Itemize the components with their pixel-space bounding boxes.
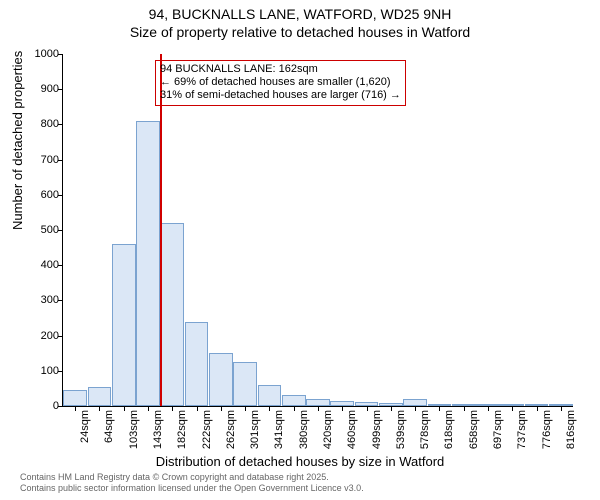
x-tick-mark — [245, 406, 246, 411]
x-tick-mark — [294, 406, 295, 411]
x-tick-label: 341sqm — [273, 410, 285, 449]
y-tick-mark — [58, 300, 63, 301]
footer-line1: Contains HM Land Registry data © Crown c… — [20, 472, 364, 483]
histogram-bar — [88, 387, 112, 406]
y-tick-mark — [58, 371, 63, 372]
y-tick-label: 400 — [29, 259, 59, 271]
x-tick-label: 737sqm — [516, 410, 528, 449]
x-tick-label: 103sqm — [128, 410, 140, 449]
y-tick-mark — [58, 406, 63, 407]
histogram-bar — [209, 353, 233, 406]
y-tick-label: 1000 — [29, 48, 59, 60]
histogram-bar — [258, 385, 282, 406]
x-tick-label: 143sqm — [152, 410, 164, 449]
x-tick-label: 499sqm — [371, 410, 383, 449]
x-tick-label: 539sqm — [395, 410, 407, 449]
x-tick-label: 776sqm — [541, 410, 553, 449]
y-tick-mark — [58, 160, 63, 161]
histogram-bar — [112, 244, 136, 406]
x-tick-mark — [99, 406, 100, 411]
x-tick-mark — [367, 406, 368, 411]
y-axis-label: Number of detached properties — [10, 51, 25, 230]
x-tick-label: 658sqm — [468, 410, 480, 449]
x-tick-label: 460sqm — [346, 410, 358, 449]
x-tick-label: 24sqm — [79, 410, 91, 443]
y-tick-label: 700 — [29, 154, 59, 166]
x-tick-mark — [318, 406, 319, 411]
histogram-bar — [136, 121, 160, 406]
y-tick-label: 600 — [29, 189, 59, 201]
x-tick-mark — [342, 406, 343, 411]
histogram-bar — [306, 399, 330, 406]
x-tick-label: 262sqm — [225, 410, 237, 449]
y-tick-label: 500 — [29, 224, 59, 236]
y-tick-mark — [58, 195, 63, 196]
y-tick-label: 100 — [29, 365, 59, 377]
x-tick-label: 420sqm — [322, 410, 334, 449]
property-marker-line — [160, 54, 162, 406]
x-tick-mark — [124, 406, 125, 411]
x-tick-mark — [197, 406, 198, 411]
x-tick-label: 816sqm — [565, 410, 577, 449]
chart-title: 94, BUCKNALLS LANE, WATFORD, WD25 9NH Si… — [0, 0, 600, 41]
x-tick-label: 64sqm — [103, 410, 115, 443]
x-tick-mark — [75, 406, 76, 411]
x-tick-mark — [488, 406, 489, 411]
x-tick-mark — [391, 406, 392, 411]
y-tick-mark — [58, 124, 63, 125]
callout-line3: 31% of semi-detached houses are larger (… — [160, 89, 401, 102]
y-tick-label: 200 — [29, 330, 59, 342]
x-tick-label: 697sqm — [492, 410, 504, 449]
x-tick-mark — [269, 406, 270, 411]
x-tick-label: 578sqm — [419, 410, 431, 449]
histogram-bar — [185, 322, 209, 406]
x-tick-mark — [464, 406, 465, 411]
histogram-bar — [63, 390, 87, 406]
x-tick-mark — [512, 406, 513, 411]
x-tick-mark — [221, 406, 222, 411]
histogram-bar — [160, 223, 184, 406]
callout-line1: 94 BUCKNALLS LANE: 162sqm — [160, 63, 401, 76]
x-tick-label: 380sqm — [298, 410, 310, 449]
callout-line2: ← 69% of detached houses are smaller (1,… — [160, 76, 401, 89]
x-tick-label: 222sqm — [201, 410, 213, 449]
x-tick-mark — [148, 406, 149, 411]
y-tick-mark — [58, 230, 63, 231]
y-tick-label: 0 — [29, 400, 59, 412]
y-tick-label: 900 — [29, 83, 59, 95]
x-tick-label: 301sqm — [249, 410, 261, 449]
histogram-bar — [233, 362, 257, 406]
x-axis-label: Distribution of detached houses by size … — [0, 454, 600, 469]
y-tick-mark — [58, 265, 63, 266]
marker-callout: 94 BUCKNALLS LANE: 162sqm ← 69% of detac… — [155, 60, 406, 106]
x-tick-mark — [415, 406, 416, 411]
x-tick-mark — [561, 406, 562, 411]
y-tick-mark — [58, 336, 63, 337]
y-tick-mark — [58, 89, 63, 90]
y-tick-label: 800 — [29, 118, 59, 130]
y-tick-label: 300 — [29, 294, 59, 306]
footer-line2: Contains public sector information licen… — [20, 483, 364, 494]
y-tick-mark — [58, 54, 63, 55]
x-tick-mark — [439, 406, 440, 411]
histogram-plot: 0100200300400500600700800900100024sqm64s… — [62, 54, 573, 407]
histogram-bar — [282, 395, 306, 406]
attribution-footer: Contains HM Land Registry data © Crown c… — [20, 472, 364, 494]
x-tick-mark — [537, 406, 538, 411]
title-line2: Size of property relative to detached ho… — [0, 24, 600, 42]
x-tick-label: 182sqm — [176, 410, 188, 449]
title-line1: 94, BUCKNALLS LANE, WATFORD, WD25 9NH — [0, 6, 600, 24]
histogram-bar — [403, 399, 427, 406]
x-tick-label: 618sqm — [443, 410, 455, 449]
x-tick-mark — [172, 406, 173, 411]
